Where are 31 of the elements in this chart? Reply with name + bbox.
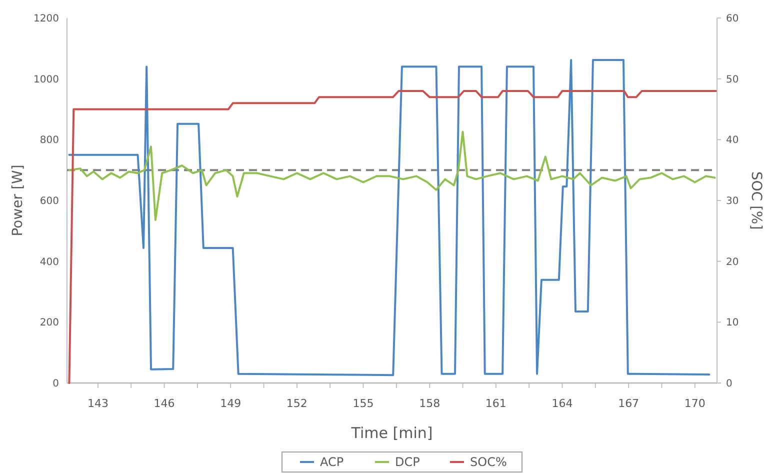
x-tick-label: 152 (286, 397, 308, 410)
x-tick-label: 167 (618, 397, 640, 410)
x-tick-label: 143 (87, 397, 108, 410)
y-tick-label: 1200 (34, 14, 59, 24)
y2-tick-label: 40 (726, 135, 739, 146)
x-tick-label: 158 (419, 397, 440, 410)
y-tick-label: 200 (40, 318, 59, 329)
x-tick-label: 170 (684, 397, 706, 410)
y2-tick-label: 20 (726, 256, 739, 268)
y-tick-label: 0 (52, 378, 59, 390)
legend-label: SOC% (470, 455, 507, 470)
legend-label: DCP (395, 455, 420, 470)
y2-axis-title: SOC [%] (748, 171, 764, 230)
x-tick-label: 155 (352, 397, 374, 410)
x-tick-label: 161 (485, 397, 506, 410)
y-tick-label: 400 (40, 256, 59, 268)
x-tick-label: 149 (220, 397, 242, 410)
y2-tick-label: 50 (726, 74, 739, 86)
x-tick-label: 164 (552, 397, 573, 410)
y-axis-title: Power [W] (10, 164, 26, 236)
y2-tick-label: 30 (726, 196, 739, 207)
x-tick-label: 146 (154, 397, 175, 410)
x-axis-title: Time [min] (350, 424, 433, 442)
y2-tick-label: 0 (726, 378, 732, 390)
y-tick-label: 1000 (34, 74, 59, 86)
y-tick-label: 600 (40, 196, 59, 207)
y2-tick-label: 60 (726, 14, 739, 24)
line-series (68, 130, 716, 221)
y-tick-label: 800 (40, 135, 59, 146)
y2-tick-label: 10 (726, 318, 739, 329)
legend-label: ACP (320, 455, 344, 470)
